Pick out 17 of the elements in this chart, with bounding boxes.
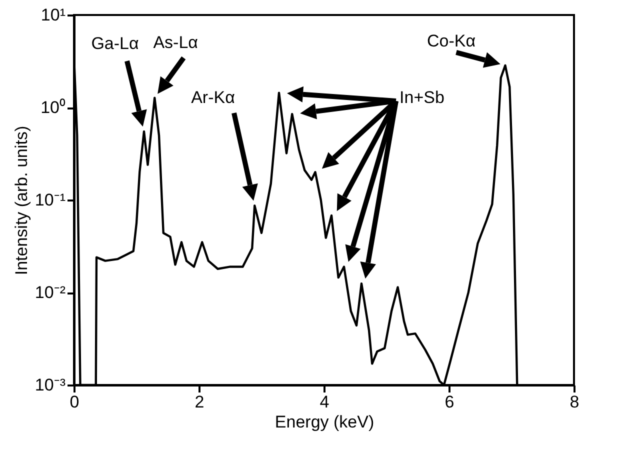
y-tick-label: 10¹ — [40, 6, 66, 24]
x-tick-label: 8 — [570, 392, 580, 412]
annotation: Ga-Lα — [91, 34, 139, 53]
x-axis-title: Energy (keV) — [274, 412, 374, 432]
y-tick-label: 10⁻² — [34, 283, 66, 302]
annotation: Ar-Kα — [191, 88, 236, 107]
y-axis-title: Intensity (arb. units) — [12, 126, 31, 276]
annotation: In+Sb — [400, 88, 444, 107]
y-tick-label: 10⁰ — [40, 98, 66, 117]
y-tick-label: 10⁻³ — [34, 376, 66, 394]
annotation: As-Lα — [153, 32, 198, 52]
x-tick-label: 6 — [444, 392, 454, 412]
y-tick-label: 10⁻¹ — [34, 190, 66, 210]
x-tick-label: 0 — [70, 392, 80, 412]
annotation: Co-Kα — [426, 31, 476, 50]
x-tick-label: 4 — [320, 392, 330, 412]
x-tick-label: 2 — [194, 392, 204, 412]
